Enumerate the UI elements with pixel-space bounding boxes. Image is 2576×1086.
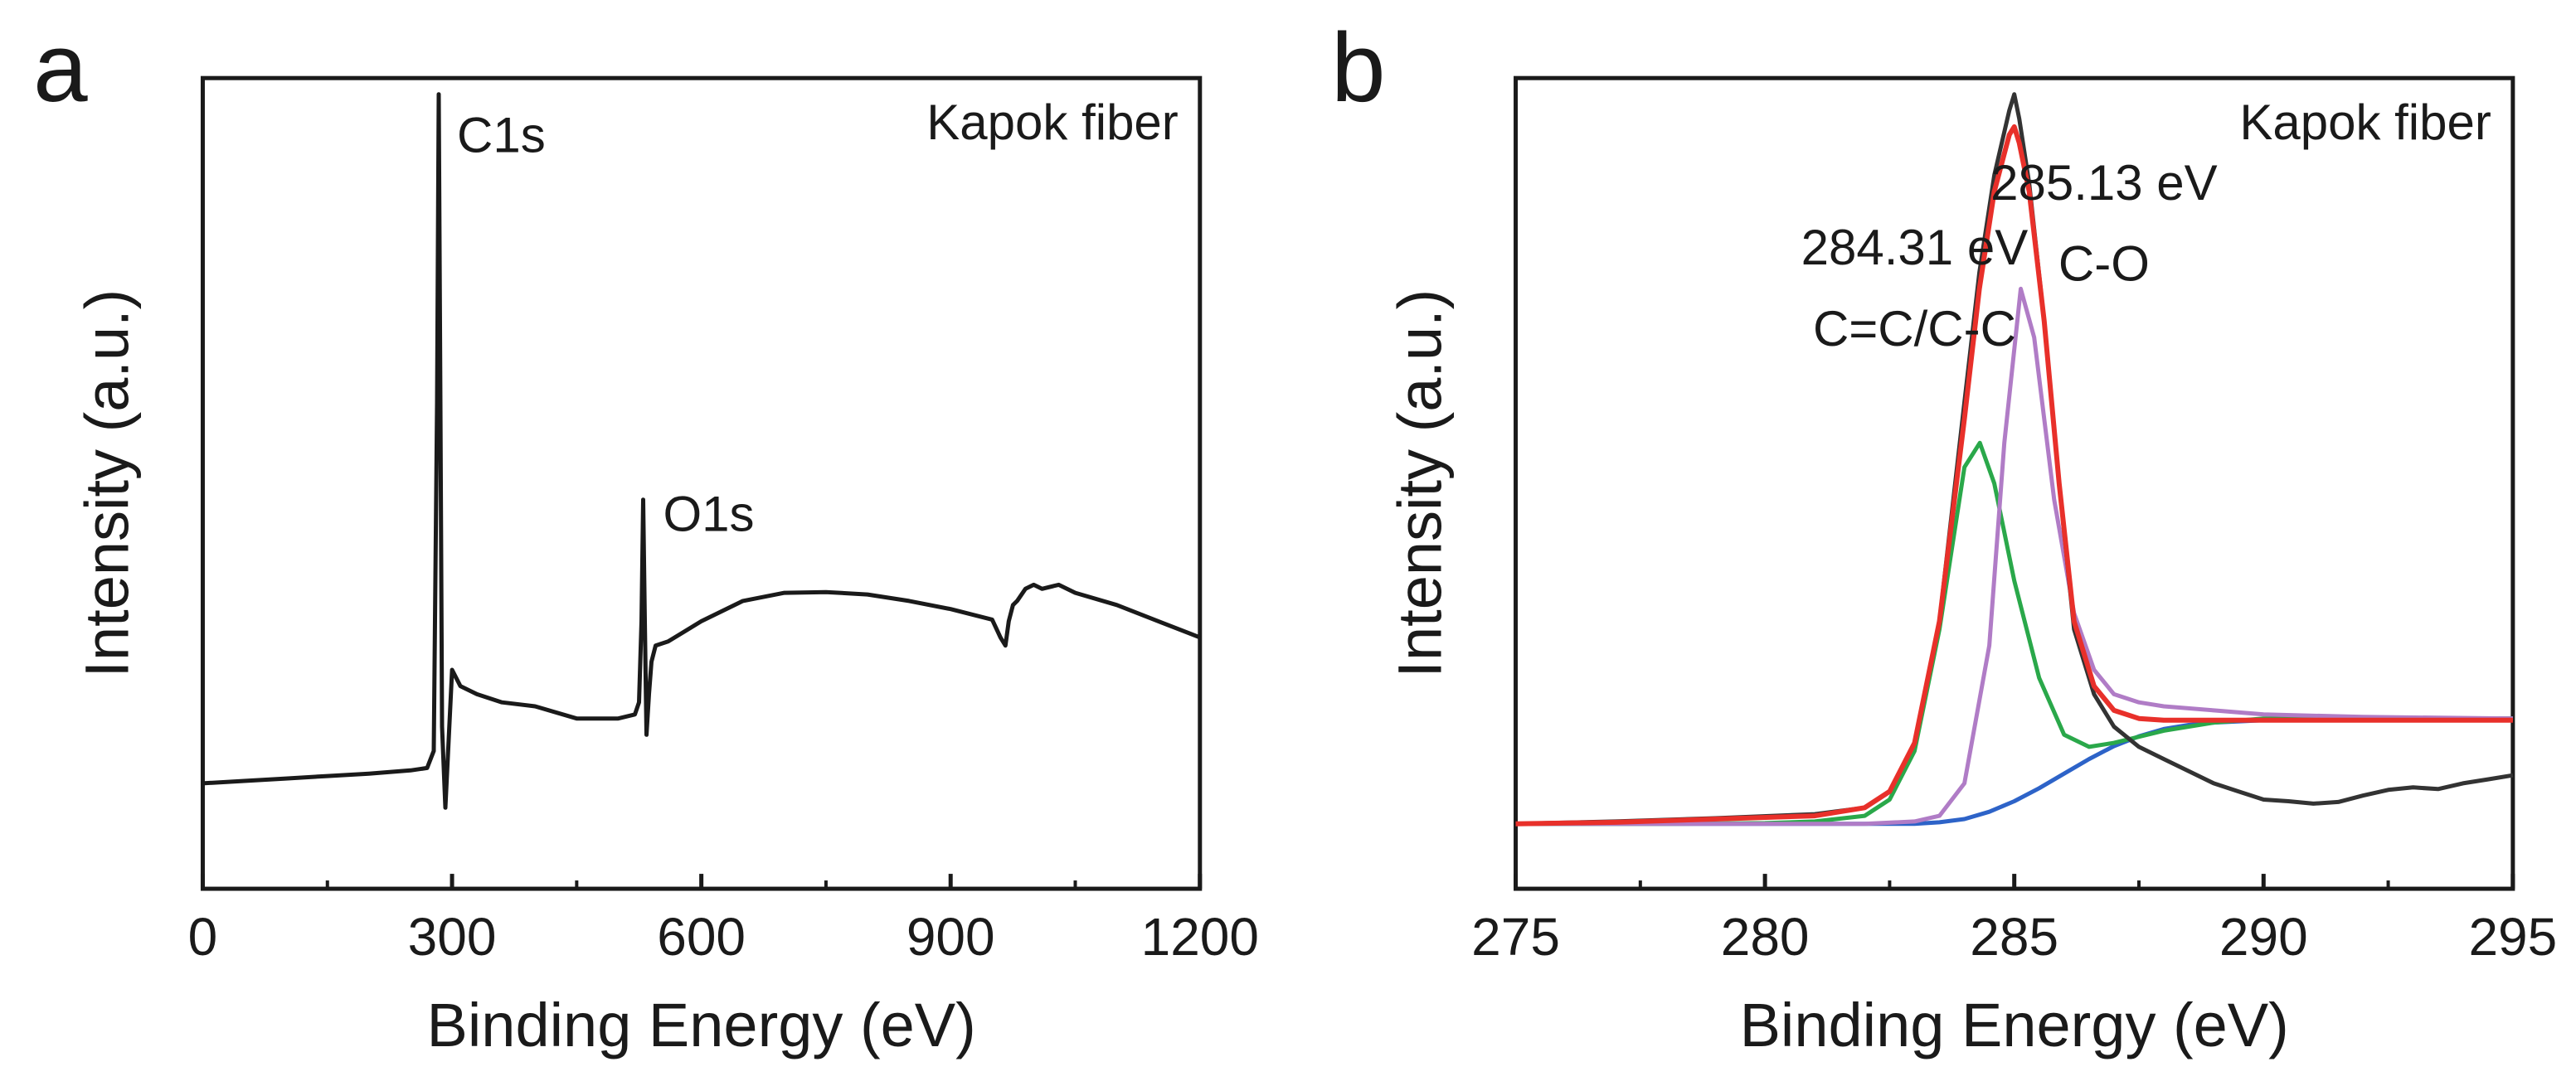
x-tick-label-a-1200: 1200 — [1141, 907, 1259, 967]
x-tick-label-a-900: 900 — [906, 907, 995, 967]
series-cc-component-line — [1515, 440, 2513, 827]
series-background-line — [1515, 716, 2513, 827]
x-tick-label-a-0: 0 — [188, 907, 218, 967]
x-ticks-a — [200, 874, 1203, 890]
x-axis-title-b: Binding Energy (eV) — [1740, 991, 2289, 1059]
x-tick-label-b-295: 295 — [2468, 907, 2557, 967]
x-tick-label-b-285: 285 — [1970, 907, 2058, 967]
x-tick-label-a-600: 600 — [657, 907, 746, 967]
annotation-o1s: O1s — [663, 487, 754, 542]
plot-frame-a — [200, 75, 1203, 891]
x-ticks-b — [1514, 874, 2515, 890]
sample-label-a: Kapok fiber — [926, 95, 1179, 150]
series-survey-line — [202, 92, 1201, 810]
x-tick-labels-b: 275 280 285 290 295 — [1471, 907, 2557, 967]
annotation-285-13-ev: 285.13 eV — [1990, 155, 2218, 211]
x-tick-label-b-280: 280 — [1721, 907, 1810, 967]
x-tick-label-a-300: 300 — [408, 907, 497, 967]
x-tick-label-b-275: 275 — [1471, 907, 1560, 967]
panel-b: b 275 280 285 290 295 284.31 eV C=C/C-C 285.… — [1331, 13, 2557, 1059]
y-axis-title-b: Intensity (a.u.) — [1386, 289, 1455, 678]
y-axis-title-a: Intensity (a.u.) — [72, 289, 141, 678]
series-envelope-fit-line — [1515, 124, 2513, 827]
annotation-c1s: C1s — [457, 108, 546, 163]
panel-letter-a: a — [33, 13, 88, 123]
panel-letter-b: b — [1331, 13, 1386, 123]
x-axis-title-a: Binding Energy (eV) — [427, 991, 976, 1059]
annotation-284-31-ev: 284.31 eV — [1801, 220, 2029, 275]
x-tick-labels-a: 0 300 600 900 1200 — [188, 907, 1259, 967]
panel-a: a 0 300 600 900 1200 C1s O1s Kapok fiber Bin… — [33, 13, 1259, 1059]
series-co-component-line — [1515, 286, 2513, 827]
x-tick-label-b-290: 290 — [2219, 907, 2308, 967]
sample-label-b: Kapok fiber — [2239, 95, 2491, 150]
annotation-cc-label: C=C/C-C — [1813, 301, 2016, 356]
annotation-co-label: C-O — [2058, 236, 2150, 292]
